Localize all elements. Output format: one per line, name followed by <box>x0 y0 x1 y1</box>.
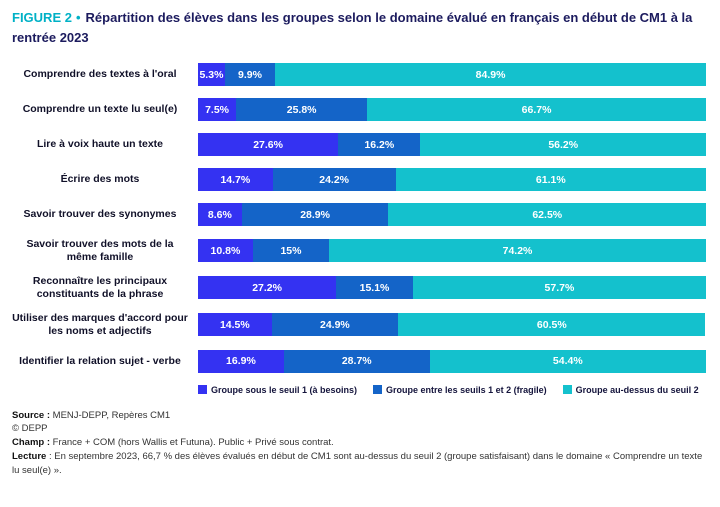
champ-text: France + COM (hors Wallis et Futuna). Pu… <box>50 437 334 449</box>
bar-segment: 66.7% <box>367 98 706 121</box>
stacked-bar: 10.8% 15% 74.2% <box>198 239 706 263</box>
bar-row: Comprendre des textes à l'oral 5.3% 9.9% 84… <box>12 63 706 86</box>
bar-row: Reconnaître les principaux constituants … <box>12 275 706 300</box>
legend-swatch <box>562 385 572 395</box>
bar-segment: 15% <box>252 239 330 263</box>
figure-title-text: Répartition des élèves dans les groupes … <box>12 10 693 45</box>
bar-segment: 16.9% <box>198 349 284 373</box>
legend-swatch <box>373 385 383 395</box>
stacked-bar: 16.9% 28.7% 54.4% <box>198 349 706 373</box>
lecture-text: : En septembre 2023, 66,7 % des élèves é… <box>12 450 703 476</box>
bar-segment: 27.6% <box>198 133 339 156</box>
bar-row: Écrire des mots 14.7% 24.2% 61.1% <box>12 168 706 191</box>
bar-segment: 25.8% <box>236 98 368 121</box>
category-label: Reconnaître les principaux constituants … <box>32 275 168 300</box>
stacked-bar: 14.5% 24.9% 60.5% <box>198 313 706 337</box>
bar-segment: 56.2% <box>420 133 706 156</box>
bar-row: Identifier la relation sujet - verbe 16.9… <box>12 349 706 373</box>
source-text: MENJ-DEPP, Repères CM1 <box>50 409 171 421</box>
stacked-bar: 14.7% 24.2% 61.1% <box>198 168 706 191</box>
bar-segment: 61.1% <box>395 168 706 191</box>
bar-segment: 54.4% <box>429 349 706 373</box>
source-line: Source : MENJ-DEPP, Repères CM1 <box>12 409 706 423</box>
stacked-bar: 5.3% 9.9% 84.9% <box>198 63 706 86</box>
bar-segment: 24.2% <box>272 168 396 191</box>
legend-item: Groupe au-dessus du seuil 2 <box>562 384 699 395</box>
source-label: Source : <box>12 409 51 421</box>
bar-segment: 24.9% <box>271 313 399 337</box>
category-label: Identifier la relation sujet - verbe <box>19 354 181 367</box>
bar-segment: 16.2% <box>338 133 421 156</box>
figure-title: FIGURE 2 • Répartition des élèves dans les… <box>12 8 706 47</box>
stacked-bar: 27.6% 16.2% 56.2% <box>198 133 706 156</box>
bar-segment: 14.5% <box>198 313 272 337</box>
champ-label: Champ : <box>12 437 50 449</box>
legend-item: Groupe sous le seuil 1 (à besoins) <box>198 385 357 395</box>
legend-label: Groupe au-dessus du seuil 2 <box>575 384 699 395</box>
category-label: Utiliser des marques d'accord pour les n… <box>12 312 188 337</box>
lecture-label: Lecture <box>12 450 47 462</box>
legend-label: Groupe sous le seuil 1 (à besoins) <box>211 384 358 395</box>
legend-label: Groupe entre les seuils 1 et 2 (fragile) <box>386 384 547 395</box>
category-label: Écrire des mots <box>60 173 140 186</box>
bar-row: Savoir trouver des synonymes 8.6% 28.9% 62.… <box>12 203 706 226</box>
chart-legend: Groupe sous le seuil 1 (à besoins) Groupe… <box>198 385 706 395</box>
copyright-line: © DEPP <box>12 423 48 435</box>
bar-segment: 8.6% <box>198 203 242 226</box>
bar-segment: 57.7% <box>412 276 706 300</box>
bar-segment: 7.5% <box>198 98 237 121</box>
bar-row: Utiliser des marques d'accord pour les n… <box>12 312 706 337</box>
figure-footer: Source : MENJ-DEPP, Repères CM1 © DEPP C… <box>12 409 706 478</box>
bar-segment: 10.8% <box>198 239 253 263</box>
category-label: Comprendre des textes à l'oral <box>23 68 177 81</box>
stacked-bar: 27.2% 15.1% 57.7% <box>198 276 706 300</box>
stacked-bar-chart: Comprendre des textes à l'oral 5.3% 9.9% 84… <box>12 63 706 373</box>
bar-segment: 5.3% <box>198 63 225 86</box>
bar-segment: 84.9% <box>275 63 706 86</box>
bar-segment: 15.1% <box>336 276 413 300</box>
category-label: Lire à voix haute un texte <box>36 138 164 151</box>
legend-swatch <box>198 385 207 395</box>
bar-segment: 74.2% <box>329 239 706 263</box>
category-label: Savoir trouver des mots de la même famil… <box>26 238 174 263</box>
stacked-bar: 7.5% 25.8% 66.7% <box>198 98 706 121</box>
bar-segment: 27.2% <box>198 276 337 300</box>
bar-segment: 14.7% <box>198 168 273 191</box>
bar-row: Lire à voix haute un texte 27.6% 16.2% 56.2… <box>12 133 706 156</box>
category-label: Comprendre un texte lu seul(e) <box>22 103 178 116</box>
category-label: Savoir trouver des synonymes <box>23 208 177 221</box>
bar-row: Savoir trouver des mots de la même famil… <box>12 238 706 263</box>
title-bullet: • <box>75 10 81 25</box>
stacked-bar: 8.6% 28.9% 62.5% <box>198 203 706 226</box>
bar-segment: 28.9% <box>241 203 389 226</box>
bar-segment: 62.5% <box>388 203 706 226</box>
champ-line: Champ : France + COM (hors Wallis et Fut… <box>12 436 706 450</box>
bar-segment: 9.9% <box>224 63 276 86</box>
bar-row: Comprendre un texte lu seul(e) 7.5% 25.8% 6… <box>12 98 706 121</box>
figure-label: FIGURE 2 <box>12 10 72 25</box>
bar-segment: 28.7% <box>283 349 430 373</box>
lecture-line: Lecture : En septembre 2023, 66,7 % des … <box>12 450 706 478</box>
bar-segment: 60.5% <box>398 313 706 337</box>
legend-item: Groupe entre les seuils 1 et 2 (fragile) <box>373 385 547 395</box>
